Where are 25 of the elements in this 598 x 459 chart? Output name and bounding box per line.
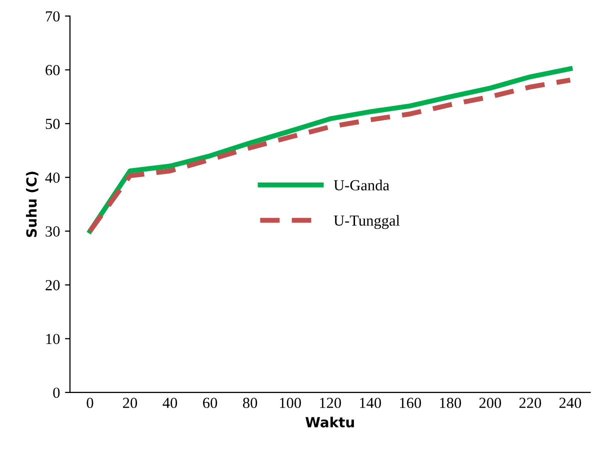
y-tick-label: 50 xyxy=(46,118,60,130)
x-tick-label: 140 xyxy=(360,398,381,408)
y-axis-title: Suhu (C) xyxy=(26,172,38,237)
legend-label: U-Ganda xyxy=(334,180,390,190)
y-tick-label: 30 xyxy=(46,226,60,237)
x-tick-label: 80 xyxy=(243,398,258,408)
x-tick-label: 0 xyxy=(86,398,94,408)
x-tick-label: 200 xyxy=(479,398,502,408)
x-tick-label: 240 xyxy=(559,398,582,408)
x-tick-label: 60 xyxy=(203,398,218,408)
x-tick-label: 220 xyxy=(519,398,542,408)
x-tick-label: 40 xyxy=(162,398,178,408)
y-tick-label: 70 xyxy=(46,11,60,22)
x-tick-label: 120 xyxy=(320,398,341,408)
x-axis-title: Waktu xyxy=(306,416,354,428)
x-tick-label: 180 xyxy=(440,398,462,408)
x-tick-label: 100 xyxy=(280,398,301,408)
y-tick-label: 60 xyxy=(46,64,60,76)
y-tick-label: 40 xyxy=(45,172,60,183)
legend-label: U-Tunggal xyxy=(334,215,400,229)
y-tick-label: 0 xyxy=(53,388,60,398)
x-tick-label: 160 xyxy=(400,398,422,408)
y-tick-label: 10 xyxy=(46,334,60,344)
x-tick-label: 20 xyxy=(123,398,138,408)
y-tick-label: 20 xyxy=(46,280,60,290)
